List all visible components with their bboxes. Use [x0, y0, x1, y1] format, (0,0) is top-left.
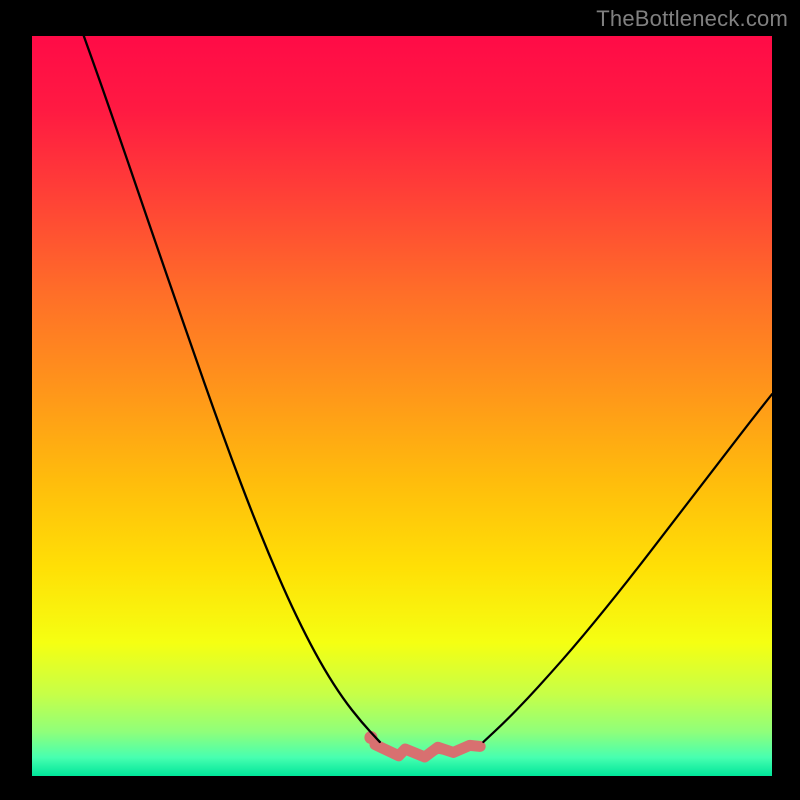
curve-left — [84, 36, 380, 742]
chart-container: TheBottleneck.com — [0, 0, 800, 800]
watermark-text: TheBottleneck.com — [596, 6, 788, 32]
curve-right — [483, 394, 772, 742]
curve-layer — [32, 36, 772, 776]
plot-area — [32, 36, 772, 776]
